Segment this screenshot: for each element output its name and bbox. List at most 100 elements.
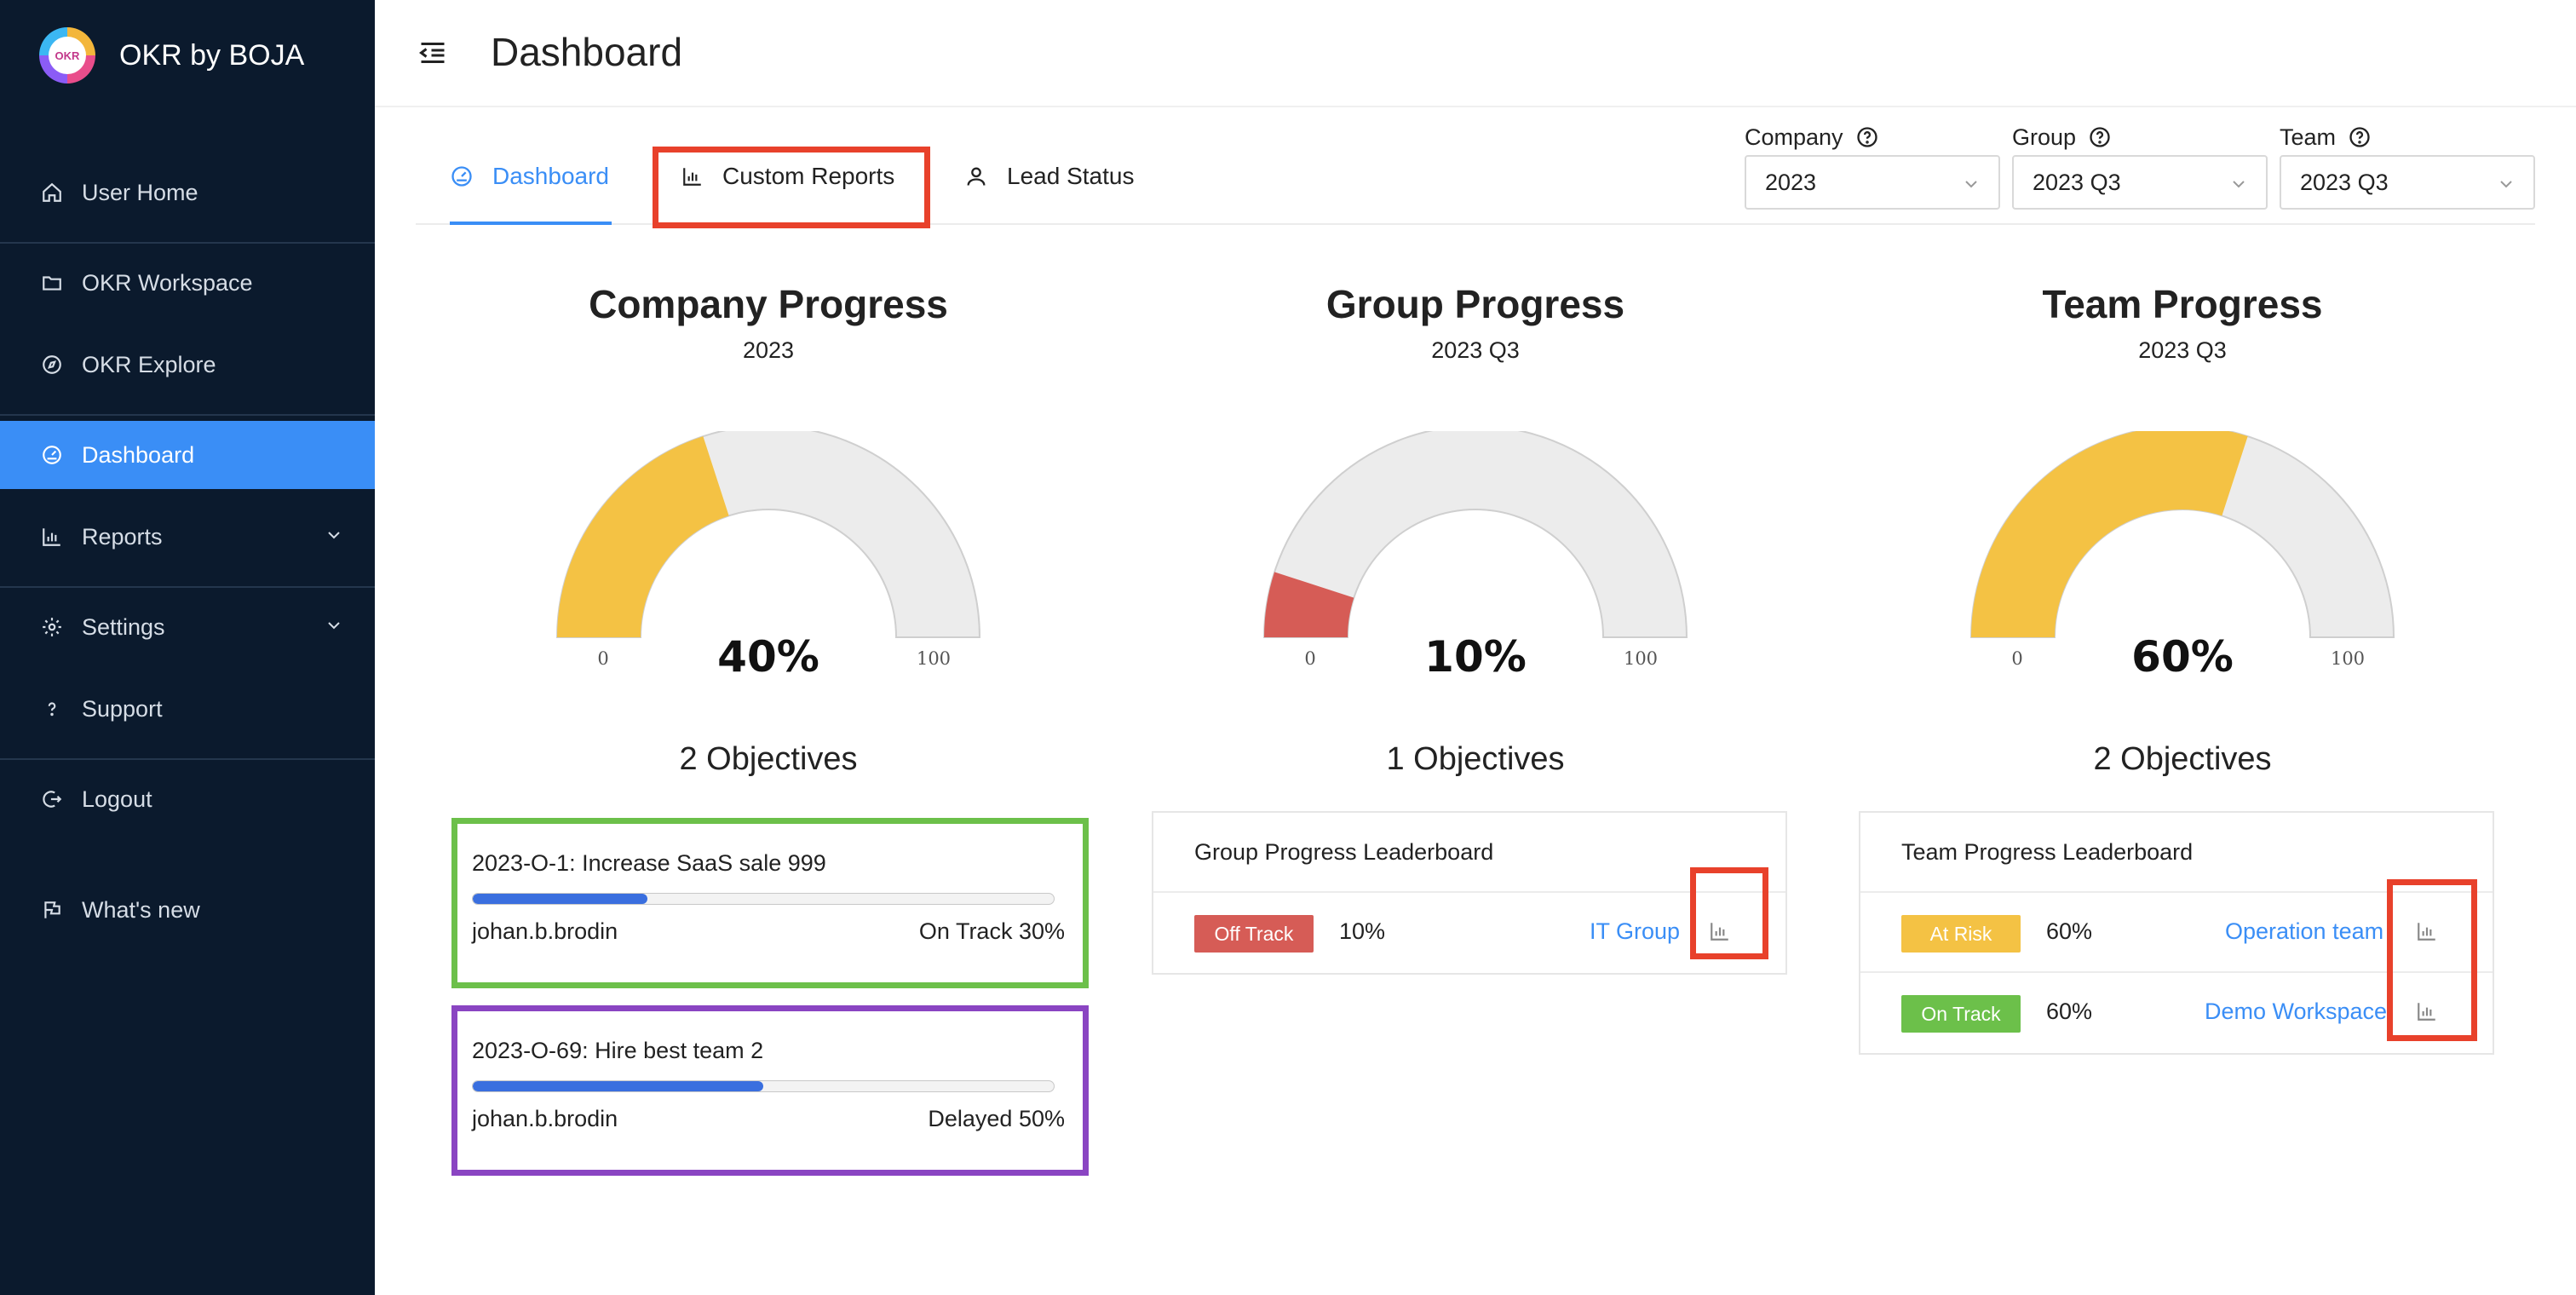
gauge-fill	[557, 436, 729, 637]
sidebar-item-reports[interactable]: Reports	[0, 503, 375, 571]
sidebar-item-settings[interactable]: Settings	[0, 593, 375, 661]
panel-subtitle: 2023 Q3	[2138, 337, 2227, 363]
objectives-count: 2 Objectives	[679, 741, 858, 777]
logout-icon	[39, 786, 65, 812]
brand[interactable]: OKR OKR by BOJA	[39, 26, 304, 85]
user-icon	[964, 164, 988, 188]
gauge-fill	[1264, 572, 1354, 637]
help-icon[interactable]	[1855, 125, 1879, 149]
objectives-count: 2 Objectives	[2093, 741, 2272, 777]
team-select[interactable]: 2023 Q3	[2280, 155, 2535, 210]
company-filter-label: Company	[1745, 119, 2000, 155]
company-progress-panel: Company Progress 2023 0 100 40% 2 Object…	[445, 281, 1092, 1177]
panel-title: Group Progress	[1325, 282, 1625, 326]
highlight-box-objective-2	[451, 1005, 1089, 1176]
sidebar-item-support[interactable]: Support	[0, 675, 375, 743]
status-badge: On Track	[1901, 995, 2021, 1033]
bar-chart-icon	[681, 165, 704, 187]
gauge-value-label: 10%	[1424, 632, 1527, 682]
help-icon[interactable]	[2088, 125, 2112, 149]
filter-label-text: Company	[1745, 124, 1843, 150]
row-link-demo-workspace[interactable]: Demo Workspace	[2205, 999, 2388, 1024]
sidebar-item-label: OKR Workspace	[82, 269, 253, 296]
objective-owner: johan.b.brodin	[472, 1106, 618, 1131]
sidebar-item-label: Support	[82, 695, 163, 722]
page-title: Dashboard	[491, 30, 683, 74]
gauge-max-label: 100	[1624, 648, 1658, 669]
team-progress-gauge: 0 100 60%	[1969, 431, 2395, 682]
leaderboard-row: Off Track 10% IT Group	[1153, 893, 1785, 973]
bar-chart-icon	[39, 524, 65, 550]
group-filter-label: Group	[2012, 119, 2268, 155]
select-value: 2023 Q3	[2300, 169, 2389, 195]
row-link-operation-team[interactable]: Operation team	[2225, 918, 2384, 944]
highlight-box-objective-1	[451, 818, 1089, 988]
tab-custom-reports[interactable]: Custom Reports	[681, 147, 894, 206]
gauge-min-label: 0	[1304, 648, 1315, 669]
group-progress-panel: Group Progress 2023 Q3 0 100 10% 1 Objec…	[1152, 281, 1799, 975]
panel-subtitle: 2023	[742, 337, 795, 363]
home-icon	[39, 180, 65, 205]
sidebar-item-label: Settings	[82, 613, 165, 640]
folder-icon	[39, 270, 65, 296]
divider	[0, 414, 375, 416]
dashboard-icon	[39, 442, 65, 468]
tab-dashboard[interactable]: Dashboard	[450, 147, 609, 206]
highlight-box-custom-reports	[653, 147, 930, 228]
okr-logo-icon: OKR	[39, 27, 95, 83]
leaderboard-row: At Risk 60% Operation team	[1860, 893, 2493, 973]
group-filter: Group 2023 Q3	[2012, 119, 2268, 210]
help-icon[interactable]	[2348, 125, 2372, 149]
menu-fold-icon[interactable]	[417, 37, 448, 68]
leaderboard-title: Group Progress Leaderboard	[1153, 813, 1785, 893]
company-select[interactable]: 2023	[1745, 155, 2000, 210]
sidebar-item-user-home[interactable]: User Home	[0, 158, 375, 227]
brand-name: OKR by BOJA	[119, 38, 305, 72]
sidebar-item-logout[interactable]: Logout	[0, 765, 375, 833]
sidebar-item-label: OKR Explore	[82, 351, 216, 377]
sidebar-item-label: What's new	[82, 896, 200, 923]
status-badge: Off Track	[1194, 915, 1314, 953]
sidebar: OKR OKR by BOJA User Home OKR Workspace …	[0, 0, 375, 1295]
objective-progress-bar	[472, 893, 1055, 905]
panel-title: Team Progress	[2042, 282, 2323, 326]
sidebar-item-label: User Home	[82, 179, 198, 205]
tab-label: Lead Status	[1007, 163, 1135, 189]
row-link-it-group[interactable]: IT Group	[1590, 918, 1681, 944]
sidebar-item-label: Dashboard	[82, 441, 195, 468]
select-value: 2023 Q3	[2033, 169, 2121, 195]
logo-text: OKR	[49, 37, 86, 74]
company-filter: Company 2023	[1745, 119, 2000, 210]
bar-chart-icon[interactable]	[1709, 920, 1731, 947]
gauge-min-label: 0	[597, 648, 608, 669]
active-tab-indicator	[450, 222, 612, 225]
sidebar-item-whats-new[interactable]: What's new	[0, 876, 375, 944]
chevron-down-icon	[2228, 174, 2249, 200]
gauge-track	[1262, 431, 1688, 638]
status-badge: At Risk	[1901, 915, 2021, 953]
gear-icon	[39, 614, 65, 640]
objective-card[interactable]: 2023-O-1: Increase SaaS sale 999 johan.b…	[445, 823, 1092, 990]
filter-label-text: Group	[2012, 124, 2077, 150]
bar-chart-icon[interactable]	[2416, 1000, 2438, 1027]
divider	[0, 242, 375, 244]
chevron-down-icon[interactable]	[324, 615, 344, 642]
select-value: 2023	[1765, 169, 1817, 195]
objective-card[interactable]: 2023-O-69: Hire best team 2 johan.b.brod…	[445, 1010, 1092, 1177]
tab-lead-status[interactable]: Lead Status	[964, 147, 1134, 206]
sidebar-item-dashboard[interactable]: Dashboard	[0, 421, 375, 489]
team-filter: Team 2023 Q3	[2280, 119, 2535, 210]
group-select[interactable]: 2023 Q3	[2012, 155, 2268, 210]
objective-progress-bar	[472, 1080, 1055, 1092]
chevron-down-icon	[2496, 174, 2516, 200]
sidebar-item-okr-workspace[interactable]: OKR Workspace	[0, 249, 375, 317]
tab-bar: Dashboard Custom Reports Lead Status	[416, 119, 2535, 228]
group-progress-gauge: 0 100 10%	[1262, 431, 1688, 682]
panel-title: Company Progress	[589, 282, 948, 326]
gauge-value-label: 40%	[717, 632, 819, 682]
chevron-down-icon[interactable]	[324, 525, 344, 551]
sidebar-item-okr-explore[interactable]: OKR Explore	[0, 331, 375, 399]
bar-chart-icon[interactable]	[2416, 920, 2438, 947]
objective-title: 2023-O-1: Increase SaaS sale 999	[472, 850, 826, 876]
team-progress-panel: Team Progress 2023 Q3 0 100 60% 2 Object…	[1859, 281, 2506, 1055]
